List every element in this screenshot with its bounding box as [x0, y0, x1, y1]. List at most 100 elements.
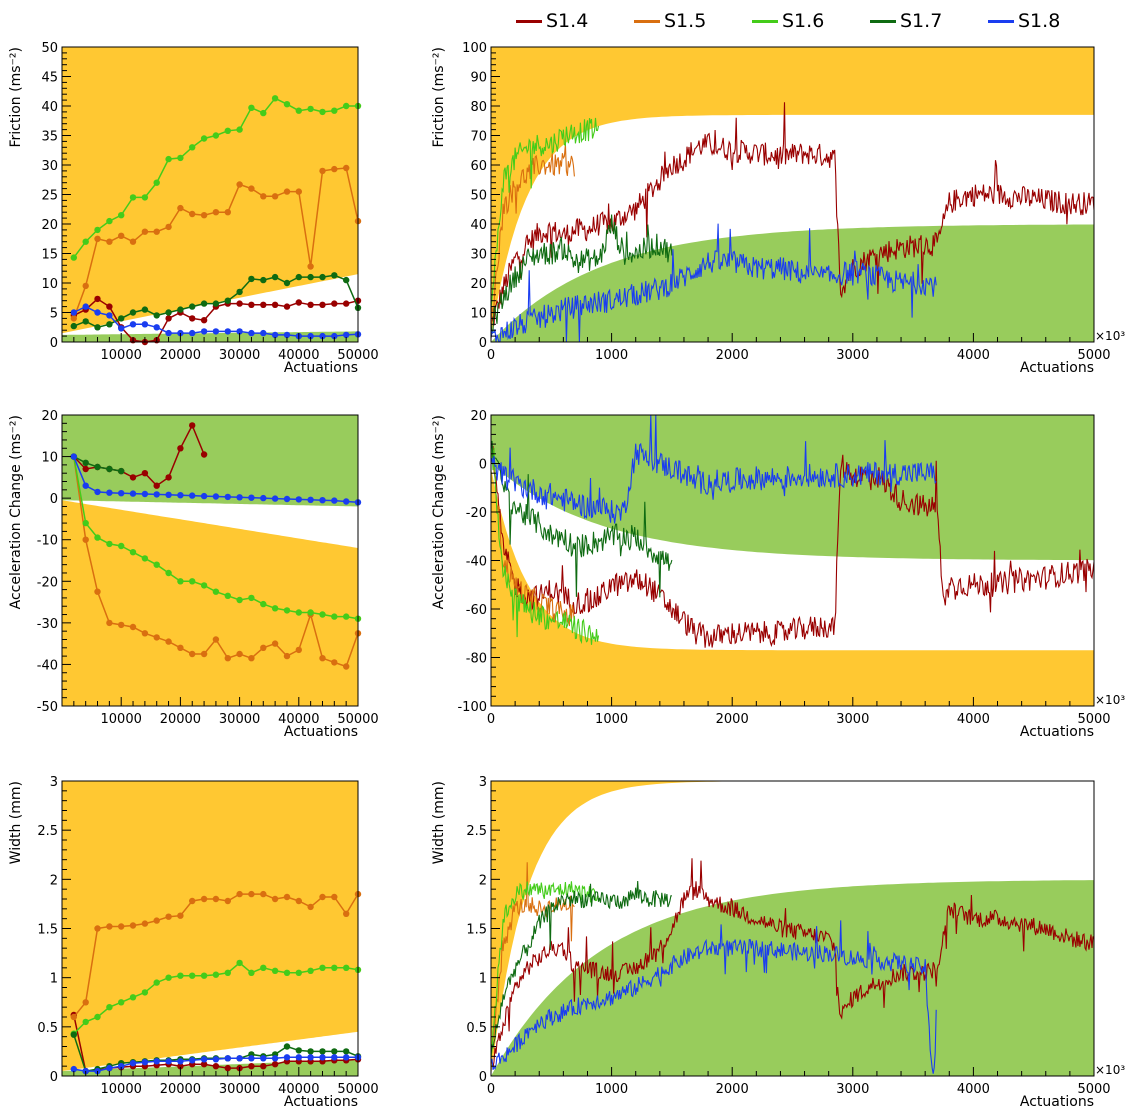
series-s1-6-point — [106, 217, 113, 225]
series-s1-8-point — [331, 332, 338, 340]
series-s1-6-point — [331, 964, 338, 971]
series-s1-6-point — [331, 107, 338, 114]
x-tick-label: 50000 — [337, 712, 378, 727]
series-s1-6-point — [165, 974, 172, 981]
series-s1-8-point — [153, 1058, 160, 1065]
series-s1-6-point — [260, 964, 267, 971]
series-s1-4 — [491, 102, 1094, 326]
series-s1-5-point — [200, 650, 208, 658]
series-s1-5-point — [118, 621, 125, 629]
series-s1-5-point — [141, 920, 149, 927]
series-s1-5-point — [236, 890, 243, 898]
series-s1-8-point — [94, 488, 101, 496]
x-tick-label: 40000 — [278, 1082, 319, 1097]
series-s1-4-point — [189, 422, 196, 429]
legend-item-s1-6: S1.6 — [752, 6, 870, 36]
series-s1-5-point — [200, 895, 208, 903]
series-s1-6-point — [271, 95, 279, 102]
series-s1-8 — [491, 223, 937, 342]
series-s1-7-point — [118, 467, 125, 475]
series-s1-7-point — [224, 297, 231, 304]
band-1 — [62, 500, 358, 706]
series-s1-6-point — [94, 534, 101, 541]
x-tick-label: 1000 — [595, 712, 628, 727]
series-s1-4-point — [129, 474, 137, 481]
series-s1-8-point — [295, 1054, 302, 1061]
series-s1-6-point — [200, 135, 208, 142]
y-tick-label: 60 — [470, 159, 487, 174]
series-s1-4-point — [248, 301, 255, 308]
y-tick-label: 20 — [41, 218, 58, 233]
series-s1-5-point — [94, 588, 101, 595]
y-tick-label: 35 — [41, 130, 58, 145]
y-tick-label: 80 — [470, 100, 487, 115]
series-s1-5-point — [260, 890, 267, 898]
series-s1-5-point — [283, 188, 291, 195]
x-tick-label: 20000 — [160, 712, 201, 727]
series-s1-8-point — [343, 331, 350, 339]
series-s1-4-point — [307, 301, 314, 308]
y-tick-label: 100 — [462, 41, 487, 56]
y-tick-label: 30 — [41, 159, 58, 174]
chart-friction-short: 10000 20000 30000 40000 50000 0 5 10 15 20 25 30 35 4… — [8, 41, 379, 376]
series-s1-4-point — [82, 465, 89, 473]
series-s1-4-point — [200, 451, 208, 458]
y-tick-label: 1 — [50, 972, 58, 987]
series-s1-4-point — [224, 1064, 231, 1072]
series-s1-5-point — [141, 630, 149, 637]
y-tick-label: 40 — [470, 218, 487, 233]
series-s1-6-point — [236, 959, 243, 967]
band-0 — [491, 781, 1094, 1076]
series-s1-6-point — [343, 102, 350, 110]
series-s1-4-point — [177, 1063, 184, 1070]
series-s1-6-point — [70, 254, 78, 261]
y-tick-label: 0.5 — [37, 1021, 58, 1036]
y-tick-label: 1.5 — [37, 923, 58, 938]
y-axis-label: Width (mm) — [431, 781, 447, 864]
series-s1-8-point — [260, 494, 267, 502]
series-s1-5-point — [200, 212, 208, 219]
series-s1-6-point — [224, 592, 231, 599]
y-tick-label: 5 — [50, 307, 58, 322]
series-s1-4-point — [177, 445, 184, 452]
series-s1-4-point — [260, 301, 267, 308]
series-s1-7-point — [70, 1031, 78, 1038]
series-s1-5-point — [94, 925, 101, 932]
series-s1-5-point — [165, 913, 172, 920]
series-s1-6-point — [283, 101, 291, 108]
series-s1-6-point — [94, 1013, 101, 1021]
y-tick-label: 2.5 — [37, 824, 58, 839]
x-tick-label: 4000 — [957, 712, 990, 727]
y-tick-label: 50 — [41, 41, 58, 56]
x-tick-label: 50000 — [337, 348, 378, 363]
series-s1-6-point — [319, 964, 326, 971]
series-s1-5-point — [271, 640, 279, 647]
y-tick-label: 2.5 — [466, 824, 487, 839]
series-s1-6-point — [165, 569, 172, 577]
band-1 — [62, 1059, 358, 1076]
series-s1-8-point — [189, 492, 196, 499]
x-axis-label: Actuations — [1020, 1094, 1094, 1110]
series-s1-4-point — [94, 295, 101, 303]
series-s1-5-point — [331, 165, 338, 173]
series-s1-7-point — [248, 275, 255, 283]
series-s1-7-point — [295, 273, 302, 281]
series-s1-8-point — [129, 1060, 137, 1067]
band-1 — [491, 224, 1094, 342]
x-tick-label: 30000 — [219, 1082, 260, 1097]
y-tick-label: 0 — [50, 336, 58, 351]
series-s1-7-point — [307, 1048, 314, 1055]
series-s1-8-point — [200, 492, 208, 500]
series-s1-6-point — [141, 555, 149, 562]
series-s1-8-point — [189, 329, 196, 337]
series-s1-6-point — [224, 127, 231, 134]
series-s1-7 — [491, 880, 672, 1056]
series-s1-6-point — [212, 132, 220, 139]
series-s1-5-point — [153, 917, 160, 924]
legend-line — [634, 19, 660, 23]
band-1 — [491, 468, 1094, 706]
y-tick-label: -30 — [37, 617, 58, 632]
series-s1-8-point — [200, 328, 208, 335]
y-tick-label: 40 — [41, 100, 58, 115]
x-tick-label: 20000 — [160, 348, 201, 363]
